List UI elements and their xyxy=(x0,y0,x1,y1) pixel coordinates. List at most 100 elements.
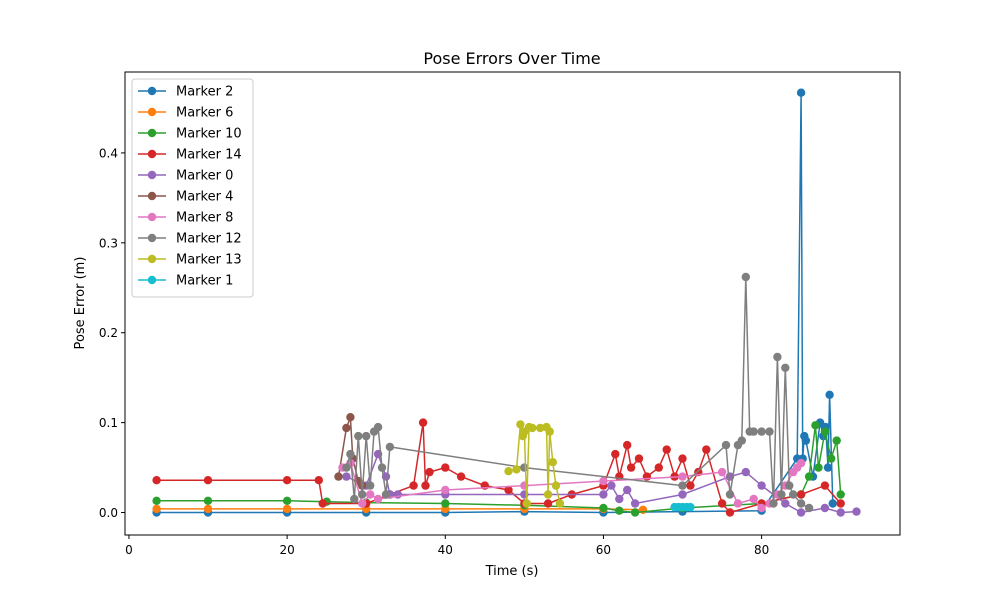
legend-swatch-marker xyxy=(147,275,157,285)
series-marker-14 xyxy=(152,418,845,517)
data-point xyxy=(686,502,695,512)
legend-swatch-marker xyxy=(147,149,157,159)
data-point xyxy=(630,499,640,508)
legend-label: Marker 13 xyxy=(176,253,242,268)
x-tick-label: 20 xyxy=(279,543,294,557)
data-point xyxy=(373,422,383,432)
data-point xyxy=(377,463,387,472)
data-point xyxy=(765,427,774,436)
data-point xyxy=(203,496,213,505)
data-point xyxy=(203,504,213,514)
x-axis-label: Time (s) xyxy=(485,564,539,579)
legend-item: Marker 6 xyxy=(138,106,233,121)
data-point xyxy=(381,490,391,499)
data-point xyxy=(654,463,663,472)
data-point xyxy=(823,463,833,472)
y-tick-label: 0.3 xyxy=(99,236,118,250)
data-point xyxy=(814,463,823,472)
data-point xyxy=(678,481,687,490)
legend-item: Marker 12 xyxy=(138,232,242,247)
data-point xyxy=(599,490,608,499)
data-point xyxy=(342,423,351,433)
data-point xyxy=(385,442,395,452)
data-point xyxy=(725,508,735,517)
data-point xyxy=(773,352,782,362)
data-point xyxy=(820,503,830,513)
data-point xyxy=(820,481,830,490)
data-point xyxy=(611,449,620,459)
data-point xyxy=(836,490,845,499)
data-point xyxy=(781,499,790,508)
data-point xyxy=(543,499,553,508)
data-point xyxy=(811,421,820,430)
data-point xyxy=(366,490,375,499)
data-point xyxy=(749,494,758,504)
legend-label: Marker 8 xyxy=(176,211,233,226)
data-point xyxy=(346,449,355,459)
data-point xyxy=(504,467,513,476)
data-point xyxy=(512,465,521,474)
data-point xyxy=(543,490,553,499)
data-point xyxy=(804,503,814,513)
data-point xyxy=(630,508,640,517)
x-tick-label: 40 xyxy=(438,543,453,557)
data-point xyxy=(777,490,786,499)
data-point xyxy=(520,463,529,472)
data-point xyxy=(789,490,798,499)
data-point xyxy=(796,490,806,499)
data-point xyxy=(358,499,367,508)
legend-swatch-marker xyxy=(147,107,157,117)
legend-label: Marker 12 xyxy=(176,232,242,247)
data-point xyxy=(599,476,608,486)
legend-item: Marker 1 xyxy=(138,274,233,289)
data-point xyxy=(820,427,830,436)
series-line xyxy=(156,92,834,514)
data-point xyxy=(421,481,430,490)
data-point xyxy=(678,472,687,481)
data-point xyxy=(152,496,161,505)
y-tick-label: 0.2 xyxy=(99,326,118,340)
data-point xyxy=(441,485,450,495)
legend-label: Marker 2 xyxy=(176,85,233,100)
data-point xyxy=(804,472,814,481)
y-axis-label: Pose Error (m) xyxy=(73,257,88,350)
data-point xyxy=(634,454,644,463)
legend-item: Marker 2 xyxy=(138,85,233,100)
legend-item: Marker 13 xyxy=(138,253,242,268)
legend-label: Marker 10 xyxy=(176,127,242,142)
data-point xyxy=(825,390,834,399)
legend: Marker 2 Marker 6 Marker 10 Marker 14 Marker… xyxy=(131,78,254,298)
legend-swatch-marker xyxy=(147,128,157,138)
data-point xyxy=(836,508,845,517)
series-line xyxy=(156,508,644,511)
y-tick-label: 0.0 xyxy=(99,506,118,520)
data-point xyxy=(623,440,632,450)
data-point xyxy=(362,431,371,441)
data-point xyxy=(350,494,359,504)
data-point xyxy=(827,454,836,463)
data-point xyxy=(781,363,790,372)
data-point xyxy=(334,472,343,481)
data-point xyxy=(282,496,292,505)
data-point xyxy=(852,507,861,516)
data-point xyxy=(516,420,525,429)
data-point xyxy=(757,481,766,490)
legend-swatch-marker xyxy=(147,170,157,180)
data-point xyxy=(441,499,450,508)
data-point xyxy=(626,463,636,472)
y-axis: 0.0 0.1 0.2 0.3 0.4 xyxy=(99,146,125,520)
data-point xyxy=(545,427,554,436)
data-point xyxy=(203,476,213,485)
data-point xyxy=(741,467,750,477)
series-marker-13 xyxy=(504,420,565,508)
data-point xyxy=(599,503,608,513)
legend-item: Marker 14 xyxy=(138,148,242,163)
data-point xyxy=(354,431,363,441)
series-marker-12 xyxy=(342,272,814,513)
data-point xyxy=(733,499,743,508)
data-point xyxy=(725,490,735,499)
legend-label: Marker 6 xyxy=(176,106,233,121)
data-point xyxy=(346,413,355,422)
